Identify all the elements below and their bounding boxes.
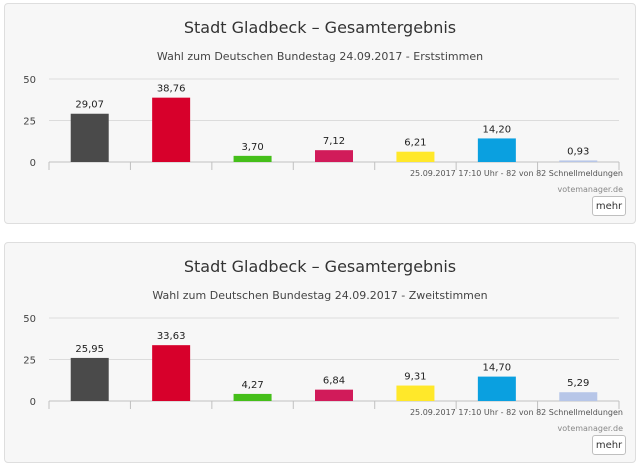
bar (233, 155, 272, 162)
y-tick-label: 0 (30, 158, 36, 169)
credits-link[interactable]: votemanager.de (557, 424, 623, 433)
data-label: 3,70 (241, 142, 263, 153)
status-text: 25.09.2017 17:10 Uhr - 82 von 82 Schnell… (410, 169, 623, 178)
data-label: 6,84 (323, 376, 345, 387)
data-label: 29,07 (75, 100, 104, 111)
bar (70, 357, 109, 401)
data-label: 0,93 (567, 146, 589, 157)
bar (477, 376, 516, 401)
bar (152, 345, 191, 401)
result-panel-erststimmen: Stadt Gladbeck – Gesamtergebnis Wahl zum… (4, 3, 636, 224)
bar (559, 392, 598, 401)
bar-chart-erststimmen: 0 25 50 29,07 38,76 3,70 7,12 6,21 14,20 0,93 25.0… (23, 75, 623, 178)
y-tick-label: 25 (23, 356, 36, 367)
bar (396, 385, 435, 401)
y-tick-label: 50 (23, 75, 36, 86)
credits-link[interactable]: votemanager.de (557, 185, 623, 194)
status-text: 25.09.2017 17:10 Uhr - 82 von 82 Schnell… (410, 408, 623, 417)
data-label: 9,31 (404, 372, 426, 383)
result-panel-zweitstimmen: Stadt Gladbeck – Gesamtergebnis Wahl zum… (4, 242, 636, 463)
chart-title: Stadt Gladbeck – Gesamtergebnis (183, 18, 457, 37)
data-label: 25,95 (75, 344, 104, 355)
data-label: 7,12 (323, 136, 345, 147)
y-tick-label: 50 (23, 314, 36, 325)
chart-subtitle: Wahl zum Deutschen Bundestag 24.09.2017 … (156, 50, 484, 63)
bar (396, 151, 435, 162)
bar (315, 150, 353, 162)
data-label: 14,70 (483, 363, 512, 374)
bar (477, 138, 516, 162)
y-tick-label: 0 (30, 397, 36, 408)
bar (315, 389, 353, 401)
data-label: 14,20 (483, 124, 512, 135)
data-label: 33,63 (157, 331, 186, 342)
bar (559, 160, 598, 162)
more-button[interactable]: mehr (592, 435, 626, 455)
bar (233, 393, 272, 401)
more-button[interactable]: mehr (592, 196, 626, 216)
bar (70, 113, 109, 162)
bar (152, 97, 191, 162)
y-tick-label: 25 (23, 117, 36, 128)
data-label: 38,76 (157, 84, 186, 95)
chart-title: Stadt Gladbeck – Gesamtergebnis (183, 257, 457, 276)
data-label: 6,21 (404, 138, 426, 149)
data-label: 4,27 (241, 380, 263, 391)
data-label: 5,29 (567, 378, 589, 389)
bar-chart-zweitstimmen: 0 25 50 25,95 33,63 4,27 6,84 9,31 14,70 5,29 25.0… (23, 314, 623, 417)
chart-subtitle: Wahl zum Deutschen Bundestag 24.09.2017 … (152, 289, 488, 302)
